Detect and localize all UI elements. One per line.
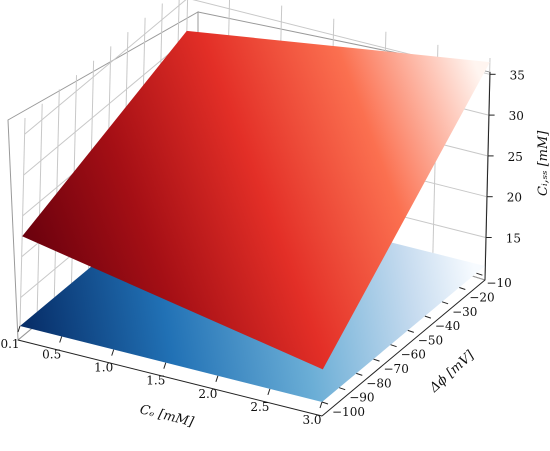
grid-line-y xyxy=(19,117,26,327)
y-tick-label: −70 xyxy=(384,362,409,376)
y-tick-label: −50 xyxy=(418,333,443,347)
x-tick-label: 0.1 xyxy=(0,337,19,351)
z-tick-label: 20 xyxy=(507,191,522,205)
x-tick-mark xyxy=(111,349,115,356)
x-axis-line xyxy=(17,339,323,417)
y-tick-mark xyxy=(390,344,397,348)
y-tick-mark xyxy=(424,315,432,319)
y-tick-label: −100 xyxy=(332,405,365,419)
x-tick-label: 0.5 xyxy=(42,348,61,362)
x-tick-label: 2.0 xyxy=(198,387,217,401)
x-tick-mark xyxy=(319,401,323,409)
z-axis-title: Cᵢ,ₛₛ [mM] xyxy=(536,130,550,196)
y-tick-label: −10 xyxy=(486,276,511,290)
grid-line-z xyxy=(24,0,187,135)
z-tick-label: 15 xyxy=(506,232,521,246)
y-tick-mark xyxy=(459,287,466,290)
x-tick-mark xyxy=(267,388,271,396)
y-tick-mark xyxy=(407,329,414,333)
y-tick-mark xyxy=(441,301,449,305)
z-tick-label: 30 xyxy=(509,109,524,123)
grid-line-y xyxy=(36,103,43,312)
x-tick-mark xyxy=(215,375,219,382)
grid-line-z xyxy=(23,38,187,176)
y-tick-mark xyxy=(356,372,363,376)
surface-red xyxy=(22,30,490,370)
y-tick-mark xyxy=(321,401,329,405)
x-tick-label: 2.5 xyxy=(250,400,269,414)
x-tick-mark xyxy=(163,362,167,369)
y-tick-mark xyxy=(373,358,380,362)
x-tick-label: 1.0 xyxy=(94,361,113,375)
y-tick-label: −90 xyxy=(349,391,374,405)
x-tick-mark xyxy=(17,325,21,333)
y-axis-title: Δϕ [mV] xyxy=(426,348,478,397)
x-axis-title: Cₑ [mM] xyxy=(138,402,196,430)
z-axis-line xyxy=(484,71,491,281)
z-axis-ticks: 15 20 25 30 35 xyxy=(485,68,525,246)
x-tick-label: 3.0 xyxy=(302,413,321,427)
y-tick-label: −20 xyxy=(469,291,494,305)
y-tick-label: −60 xyxy=(401,348,426,362)
x-tick-mark xyxy=(59,336,63,343)
z-tick-label: 35 xyxy=(510,68,525,82)
y-tick-label: −30 xyxy=(452,305,477,319)
z-tick-label: 25 xyxy=(508,150,523,164)
y-tick-label: −80 xyxy=(366,376,391,390)
x-axis-ticks: 0.1 0.5 1.0 1.5 2.0 2.5 3.0 xyxy=(0,325,323,427)
y-tick-label: −40 xyxy=(435,319,460,333)
x-tick-label: 1.5 xyxy=(146,374,165,388)
y-tick-mark xyxy=(339,387,346,391)
y-axis-ticks: −100−90−80−70−60−50−40−30−20−10 xyxy=(321,272,512,419)
y-axis-line xyxy=(321,279,486,417)
y-tick-mark xyxy=(476,272,483,276)
